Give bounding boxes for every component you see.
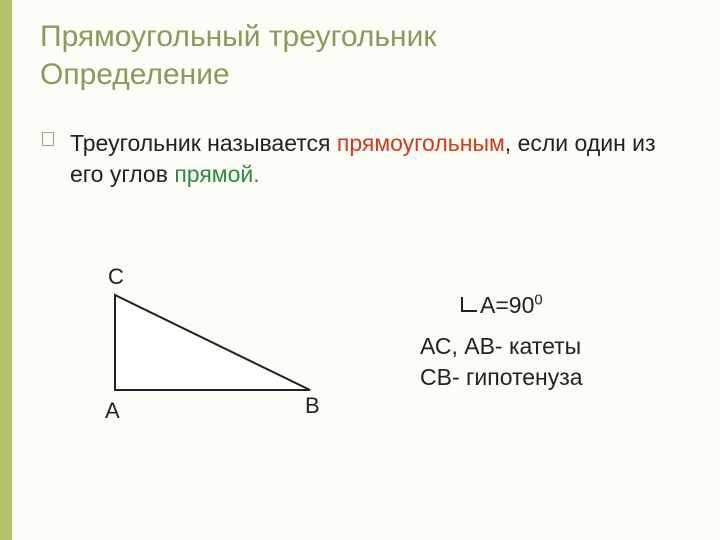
- accent-bar: [0, 0, 12, 540]
- bullet-icon: [42, 132, 54, 146]
- def-highlight-1: прямоугольным: [337, 130, 505, 156]
- slide-title: Прямоугольный треугольник Определение: [40, 18, 690, 93]
- legs-line: АС, АВ- катеты: [420, 331, 583, 362]
- title-line-1: Прямоугольный треугольник: [40, 18, 690, 56]
- triangle-figure: С А В: [80, 260, 380, 480]
- triangle-shape: [115, 295, 310, 390]
- triangle-svg: [80, 260, 380, 460]
- angle-text: А=90: [480, 292, 534, 318]
- vertex-c-label: С: [108, 264, 124, 290]
- hypotenuse-line: СВ- гипотенуза: [420, 362, 583, 393]
- math-annotations: А=900 АС, АВ- катеты СВ- гипотенуза: [420, 290, 583, 393]
- def-pre: Треугольник называется: [70, 130, 337, 156]
- title-line-2: Определение: [40, 56, 690, 94]
- definition-text: Треугольник называется прямоугольным, ес…: [70, 128, 680, 190]
- angle-icon: [460, 290, 478, 308]
- angle-degree-sup: 0: [534, 291, 542, 308]
- vertex-b-label: В: [305, 393, 320, 419]
- vertex-a-label: А: [105, 398, 120, 424]
- def-highlight-2: прямой.: [174, 161, 259, 187]
- angle-equation: А=900: [460, 290, 583, 321]
